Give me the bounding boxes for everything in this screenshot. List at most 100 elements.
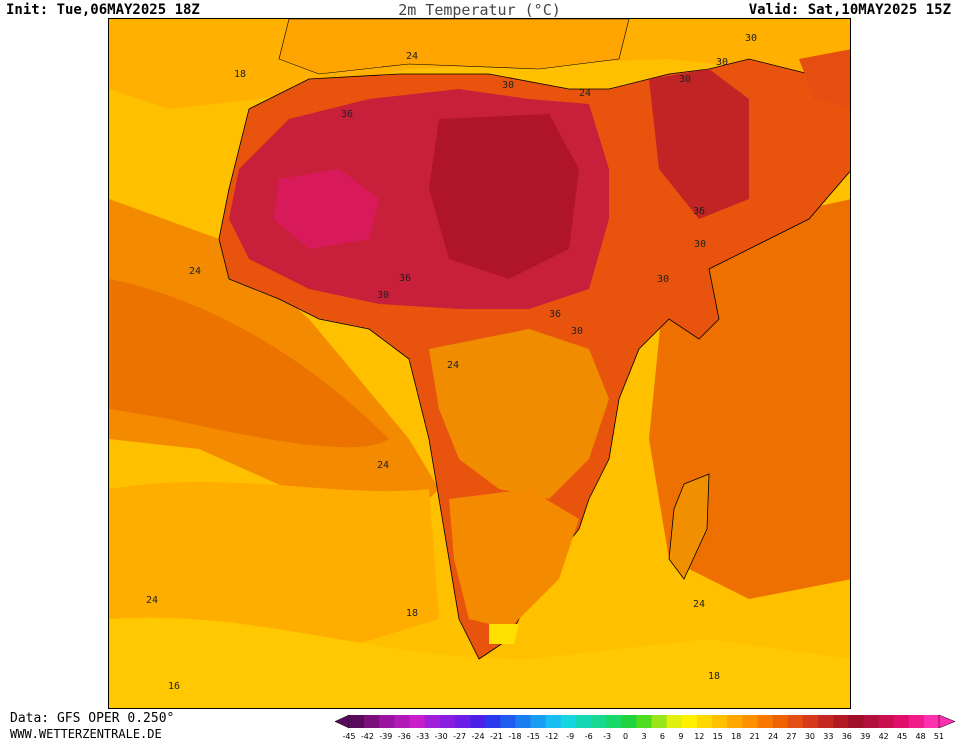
legend-swatch (923, 715, 940, 728)
legend-tick-label: 30 (805, 732, 815, 741)
gulf-region (799, 49, 850, 109)
c16: 24 (447, 360, 459, 371)
temperature-map: 18 24 30 30 30 36 24 36 30 24 36 30 30 3… (108, 18, 851, 709)
c2: 24 (406, 51, 418, 62)
legend-tick-label: 33 (823, 732, 833, 741)
map-title: 2m Temperatur (°C) (398, 1, 561, 19)
legend-swatch (485, 715, 501, 728)
legend-swatch (470, 715, 486, 728)
legend-swatch (500, 715, 516, 728)
legend-swatch (591, 715, 607, 728)
c22: 16 (168, 681, 180, 692)
c19: 18 (406, 608, 418, 619)
southern-europe (278, 19, 630, 75)
legend-swatch (666, 715, 683, 728)
legend-tick-label: 39 (860, 732, 870, 741)
legend-tick-label: -33 (416, 732, 429, 741)
legend-swatch (364, 715, 380, 728)
chad-hot-core (429, 114, 579, 279)
legend-swatch (454, 715, 471, 728)
legend-swatch (742, 715, 758, 728)
valid-time-label: Valid: Sat,10MAY2025 15Z (748, 2, 951, 18)
legend-swatch (606, 715, 622, 728)
legend-tick-label: -21 (490, 732, 503, 741)
legend-tick-label: -12 (545, 732, 558, 741)
legend-swatch (636, 715, 652, 728)
legend-swatch (394, 715, 410, 728)
c7: 24 (579, 88, 591, 99)
legend-canvas: -45 -42 -39 -36 -33 -30 -27 -24 -21 -18 -15 -12 -9 -6… (334, 714, 956, 741)
legend-tick-label: 12 (694, 732, 704, 741)
c12: 30 (377, 290, 389, 301)
legend-tick-label: 0 (623, 732, 628, 741)
c17: 24 (377, 460, 389, 471)
legend-tick-label: -9 (566, 732, 574, 741)
legend-swatch (893, 715, 910, 728)
legend-tick-label: 51 (934, 732, 944, 741)
legend-swatch (908, 715, 925, 728)
legend-swatch (560, 715, 577, 728)
init-time-label: Init: Tue,06MAY2025 18Z (6, 2, 200, 18)
legend-tick-label: 24 (768, 732, 778, 741)
c13: 30 (657, 274, 669, 285)
legend-tick-label: 6 (660, 732, 665, 741)
legend-tick-label: -39 (379, 732, 392, 741)
c8: 36 (693, 206, 705, 217)
legend-swatch (621, 715, 637, 728)
c21: 18 (708, 671, 720, 682)
legend-tick-label: -27 (453, 732, 466, 741)
legend-swatch (379, 715, 395, 728)
legend-swatch (712, 715, 728, 728)
data-source-label: Data: GFS OPER 0.250° (10, 711, 175, 726)
legend-tick-label: 21 (750, 732, 760, 741)
legend-swatch (757, 715, 773, 728)
legend-tick-label: -42 (361, 732, 374, 741)
southern-africa-zone (449, 489, 579, 629)
c15: 30 (571, 326, 583, 337)
legend-tick-label: -45 (342, 732, 355, 741)
legend-swatch (681, 715, 698, 728)
legend-swatch (727, 715, 743, 728)
legend-max-arrow (938, 714, 956, 729)
legend-tick-label: 27 (786, 732, 796, 741)
equatorial-atlantic-field (109, 279, 389, 448)
c3: 30 (502, 80, 514, 91)
legend-swatch (802, 715, 819, 728)
lesotho-cool-spot (489, 624, 519, 644)
legend-swatch (349, 715, 365, 728)
legend-swatch (439, 715, 456, 728)
legend-tick-label: -30 (435, 732, 448, 741)
legend-tick-label: -6 (585, 732, 593, 741)
legend-tick-label: 3 (641, 732, 646, 741)
legend-tick-label: 42 (879, 732, 889, 741)
c20: 24 (693, 599, 705, 610)
c6: 36 (341, 109, 353, 120)
legend-swatch (863, 715, 879, 728)
mali-hot-core (274, 169, 379, 249)
legend-swatch (772, 715, 789, 728)
color-scale-legend: -45 -42 -39 -36 -33 -30 -27 -24 -21 -18 -15 -12 -9 -6… (333, 713, 959, 741)
legend-swatch (833, 715, 849, 728)
c14: 36 (549, 309, 561, 320)
legend-swatch (848, 715, 864, 728)
arabia-hot-zone (649, 69, 749, 219)
legend-swatch (530, 715, 546, 728)
c18: 24 (146, 595, 158, 606)
c11: 36 (399, 273, 411, 284)
legend-tick-label: 45 (897, 732, 907, 741)
legend-swatch (696, 715, 713, 728)
legend-tick-label: -18 (508, 732, 521, 741)
legend-tick-label: -15 (527, 732, 540, 741)
legend-tick-label: 18 (731, 732, 741, 741)
legend-swatch (878, 715, 894, 728)
c23: 30 (745, 33, 757, 44)
legend-tick-label: 9 (678, 732, 683, 741)
legend-swatch (575, 715, 592, 728)
southern-ocean-field (109, 617, 850, 708)
central-africa-zone (429, 329, 609, 499)
source-url-label: WWW.WETTERZENTRALE.DE (10, 727, 162, 741)
legend-swatch (545, 715, 562, 728)
c10: 24 (189, 266, 201, 277)
map-canvas: 18 24 30 30 30 36 24 36 30 24 36 30 30 3… (109, 19, 850, 708)
c4: 30 (679, 74, 691, 85)
